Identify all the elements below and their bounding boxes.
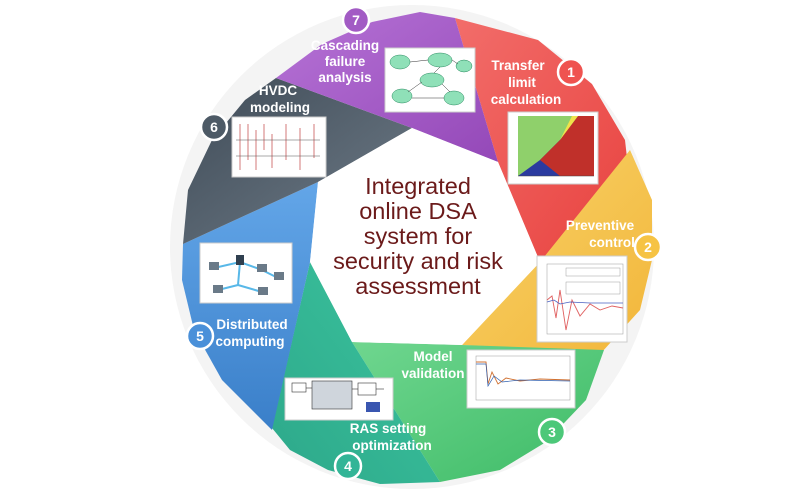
- badge-number: 2: [644, 239, 652, 255]
- title-line-4: security and risk: [333, 248, 503, 274]
- label-cascading-failure: Cascading failure analysis: [311, 38, 379, 85]
- label-hvdc-modeling: HVDC modeling: [250, 83, 310, 115]
- badge-number: 5: [196, 328, 204, 344]
- label-line: calculation: [491, 92, 562, 107]
- label-line: HVDC: [259, 83, 298, 98]
- label-preventive-control: Preventive control: [566, 218, 635, 250]
- label-line: validation: [401, 366, 464, 381]
- label-line: limit: [508, 75, 536, 90]
- block-diagram-icon: [284, 377, 394, 421]
- label-line: modeling: [250, 100, 310, 115]
- badge-6: 6: [199, 112, 229, 142]
- label-line: RAS setting: [350, 421, 427, 436]
- badge-1: 1: [556, 57, 586, 87]
- center-panel: [310, 128, 540, 345]
- computer-network-icon: [199, 242, 293, 304]
- title-line-5: assessment: [355, 273, 481, 299]
- label-line: Distributed: [216, 317, 287, 332]
- title-line-2: online DSA: [359, 198, 477, 224]
- label-line: Preventive: [566, 218, 635, 233]
- label-line: analysis: [318, 70, 371, 85]
- label-line: Transfer: [491, 58, 545, 73]
- badge-3: 3: [537, 417, 567, 447]
- label-line: control: [589, 235, 635, 250]
- badge-7: 7: [341, 5, 371, 35]
- label-line: optimization: [352, 438, 432, 453]
- title-line-3: system for: [364, 223, 473, 249]
- label-model-validation: Model validation: [401, 349, 464, 381]
- label-transfer-limit: Transfer limit calculation: [491, 58, 562, 107]
- badge-5: 5: [185, 321, 215, 351]
- badge-number: 4: [344, 458, 352, 474]
- heatmap-plot-icon: [507, 111, 599, 185]
- time-series-plot-icon: [536, 255, 628, 343]
- model-validation-plot-icon: [466, 349, 576, 409]
- segment-ras-optimization: [272, 262, 440, 484]
- badge-2: 2: [633, 232, 663, 262]
- cascade-flow-diagram-icon: [384, 47, 476, 113]
- label-line: Model: [414, 349, 453, 364]
- badge-number: 6: [210, 119, 218, 135]
- badge-number: 3: [548, 424, 556, 440]
- label-distributed-computing: Distributed computing: [216, 317, 288, 349]
- label-line: Cascading: [311, 38, 379, 53]
- hvdc-schematic-icon: [231, 116, 327, 178]
- title-line-1: Integrated: [365, 173, 471, 199]
- center-title: Integrated online DSA system for securit…: [333, 173, 503, 299]
- badge-number: 7: [352, 12, 360, 28]
- badge-4: 4: [333, 451, 363, 481]
- badge-number: 1: [567, 64, 575, 80]
- label-line: computing: [216, 334, 285, 349]
- label-ras-optimization: RAS setting optimization: [350, 421, 432, 453]
- label-line: failure: [325, 54, 366, 69]
